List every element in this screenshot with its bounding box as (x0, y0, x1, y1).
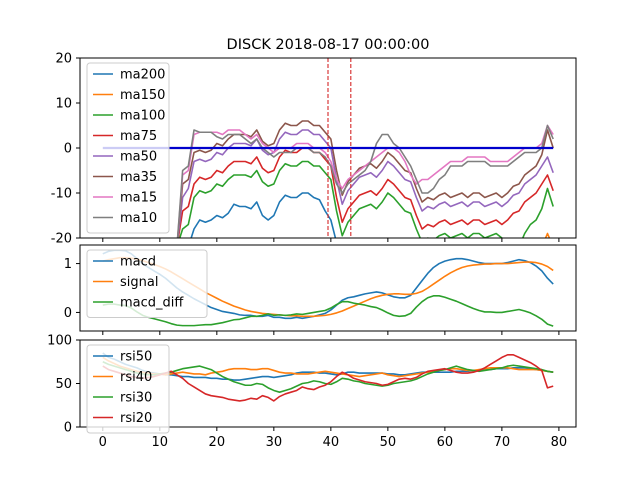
legend-label-rsi20: rsi20 (120, 411, 152, 426)
legend-label-ma35: ma35 (120, 170, 157, 185)
legend-box (86, 62, 170, 234)
y-tick-label: 10 (55, 97, 72, 112)
legend-label-ma150: ma150 (120, 88, 165, 103)
series-line-ma100 (178, 160, 554, 238)
x-tick-label: 80 (551, 435, 568, 450)
y-tick-label: 100 (47, 334, 72, 349)
legend-label-ma100: ma100 (120, 109, 165, 124)
x-tick-label: 40 (323, 435, 340, 450)
x-tick-label: 20 (209, 435, 226, 450)
legend-label-rsi30: rsi30 (120, 391, 152, 406)
series-line-rsi40 (102, 356, 554, 378)
y-tick-label: 20 (55, 52, 72, 67)
x-tick-label: 60 (437, 435, 454, 450)
chart-title: DISCK 2018-08-17 00:00:00 (227, 37, 430, 53)
legend-2: macd signal macd_diff (86, 249, 208, 318)
y-tick-label: 1 (64, 257, 72, 272)
legend-label-rsi50: rsi50 (120, 350, 152, 365)
x-tick-label: 0 (99, 435, 107, 450)
series-line-rsi20 (102, 353, 554, 402)
plot-area-3 (102, 352, 554, 402)
x-tick-label: 50 (380, 435, 397, 450)
legend-label-macd_diff: macd_diff (120, 296, 184, 311)
y-tick-label: 0 (64, 306, 72, 321)
legend-box (86, 249, 208, 318)
series-line-macd_diff (102, 295, 554, 327)
x-tick-label: 10 (152, 435, 169, 450)
legend-label-signal: signal (120, 275, 158, 290)
legend-label-ma50: ma50 (120, 150, 157, 165)
legend-label-ma75: ma75 (120, 129, 157, 144)
y-tick-label: -10 (51, 187, 72, 202)
panel-macd: 0 1 macd signal macd_diff (64, 244, 577, 335)
x-tick-label: 30 (266, 435, 283, 450)
axes-frame-2 (79, 244, 577, 332)
legend-label-ma15: ma15 (120, 191, 157, 206)
legend-3: rsi50 rsi40 rsi30 rsi20 (86, 344, 170, 434)
y-tick-label: -20 (51, 232, 72, 247)
y-tick-label: 0 (64, 421, 72, 436)
legend-label-macd: macd (120, 255, 156, 270)
legend-1: ma200 ma150 ma100 ma75 ma50 ma35 ma15 ma10 (86, 62, 170, 234)
legend-label-rsi40: rsi40 (120, 370, 152, 385)
y-tick-label: 50 (55, 377, 72, 392)
legend-label-ma10: ma10 (120, 211, 157, 226)
plot-area-1 (102, 58, 554, 238)
y-tick-label: 0 (64, 142, 72, 157)
legend-box (86, 344, 170, 434)
panel-moving-averages: -20-1001020ma200ma150ma100ma75ma50ma35ma… (51, 52, 577, 247)
x-tick-label: 70 (494, 435, 511, 450)
legend-label-ma200: ma200 (120, 68, 165, 83)
